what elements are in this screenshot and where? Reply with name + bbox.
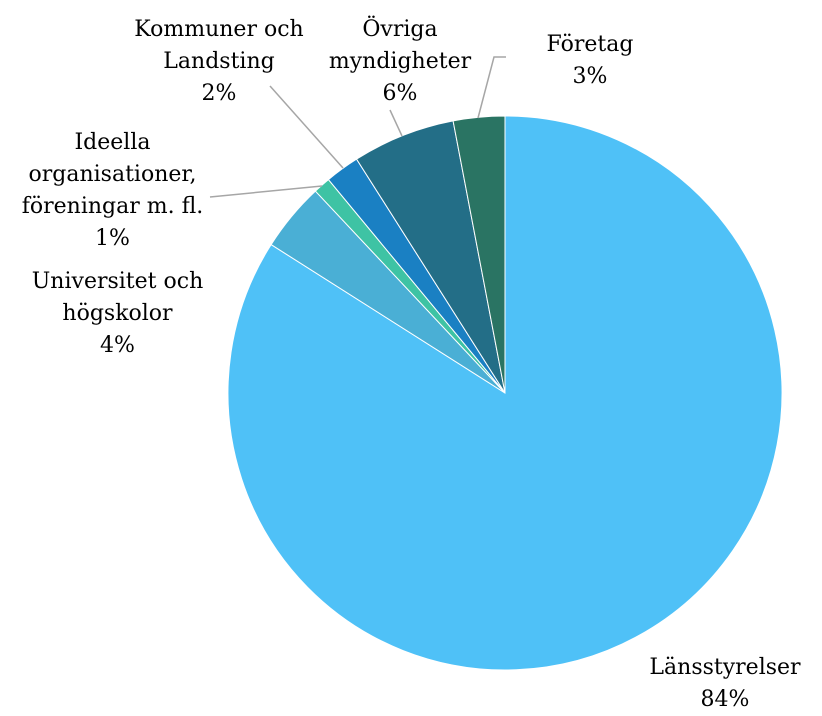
data-label: Universitet och högskolor 4%: [10, 266, 225, 362]
leader-line: [389, 109, 403, 137]
category-label: Ideella organisationer, föreningar m. fl…: [21, 130, 204, 219]
value-label: 6%: [382, 81, 418, 106]
value-label: 3%: [572, 64, 608, 89]
category-label: Universitet och högskolor: [31, 269, 204, 326]
value-label: 4%: [100, 333, 135, 358]
category-label: Övriga myndigheter: [328, 17, 472, 74]
category-label: Länsstyrelser: [649, 655, 801, 680]
data-label: Länsstyrelser 84%: [640, 652, 810, 716]
value-label: 2%: [201, 81, 237, 106]
leader-line: [269, 85, 344, 169]
category-label: Kommuner och Landsting: [134, 17, 304, 74]
leader-line: [209, 185, 323, 198]
value-label: 1%: [95, 226, 130, 251]
data-label: Ideella organisationer, föreningar m. fl…: [10, 127, 215, 255]
leader-line: [477, 56, 506, 119]
leader-lines: [209, 56, 506, 198]
category-label: Företag: [546, 32, 634, 57]
data-label: Företag 3%: [530, 29, 650, 93]
value-label: 84%: [700, 687, 750, 712]
data-label: Kommuner och Landsting 2%: [128, 14, 310, 110]
data-label: Övriga myndigheter 6%: [325, 14, 475, 110]
